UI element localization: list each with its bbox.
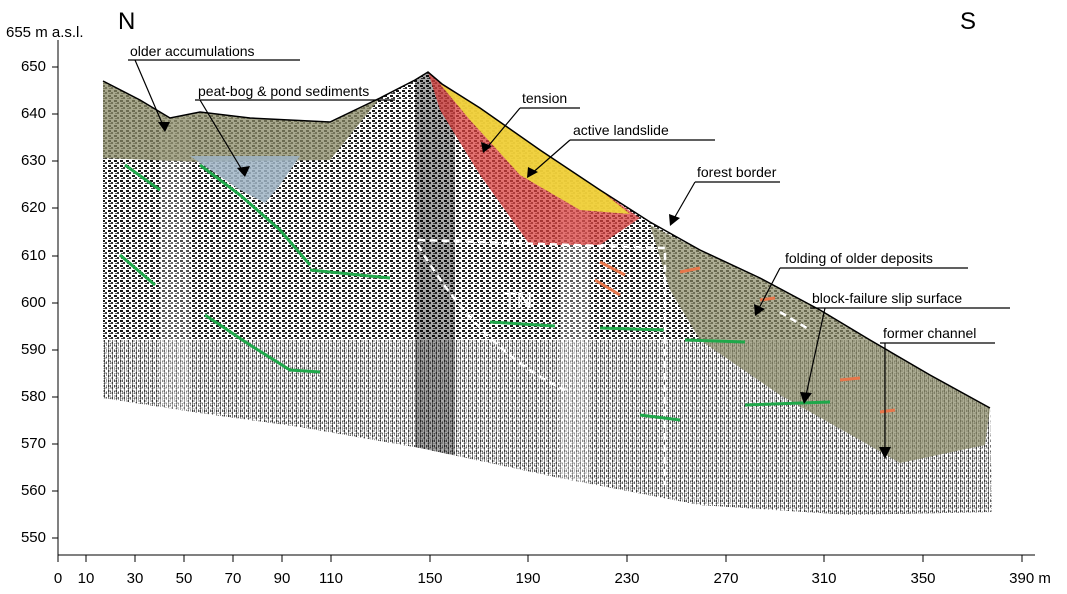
y-axis-top-label: 655 m a.s.l. xyxy=(6,24,84,41)
tension-label: tension xyxy=(522,90,568,106)
former-channel-label: former channel xyxy=(883,325,977,341)
y-tick-label: 580 xyxy=(20,388,46,405)
x-tick-label: 90 xyxy=(273,570,291,587)
x-tick-label: 110 xyxy=(319,570,343,587)
y-tick-label: 600 xyxy=(20,294,46,311)
x-tick-label: 10 xyxy=(77,570,95,587)
x-tick-label: 50 xyxy=(175,570,193,587)
folding-older-deposits-unit xyxy=(650,225,990,463)
y-tick-label: 570 xyxy=(20,435,46,452)
green-reflectors xyxy=(119,163,831,422)
tn-label: TN xyxy=(503,288,533,313)
annotation-leaders xyxy=(128,59,1010,455)
y-tick-label: 610 xyxy=(20,247,46,264)
x-tick-label: 350 xyxy=(910,570,936,587)
annotation-arrowheads xyxy=(158,122,891,459)
north-label: N xyxy=(118,8,136,35)
y-axis xyxy=(52,40,59,555)
forest-border-label: forest border xyxy=(697,164,777,180)
x-tick-label: 310 xyxy=(811,570,837,587)
x-tick-label: 270 xyxy=(713,570,739,587)
tn-block-outline xyxy=(416,238,811,485)
older-accumulations-label: older accumulations xyxy=(130,43,255,59)
block-failure-label: block-failure slip surface xyxy=(812,290,963,306)
south-label: S xyxy=(960,8,977,35)
x-tick-label: 190 xyxy=(515,570,541,587)
x-tick-label: 30 xyxy=(126,570,144,587)
y-tick-label: 560 xyxy=(20,482,46,499)
y-tick-label: 650 xyxy=(20,58,46,75)
x-tick-label: 0 xyxy=(53,570,63,587)
x-tick-label: 70 xyxy=(224,570,242,587)
peat-bog-unit xyxy=(190,156,300,203)
peat-bog-label: peat-bog & pond sediments xyxy=(198,83,370,99)
orange-marks xyxy=(594,260,896,414)
x-tick-label: 150 xyxy=(417,570,443,587)
y-tick-label: 590 xyxy=(20,341,46,358)
x-tick-label: 230 xyxy=(614,570,640,587)
y-tick-label: 630 xyxy=(20,152,46,169)
y-tick-label: 550 xyxy=(20,529,46,546)
x-tick-label: 390 m xyxy=(1009,570,1051,587)
active-landslide-unit xyxy=(440,84,630,214)
active-landslide-label: active landslide xyxy=(573,122,669,138)
y-tick-label: 640 xyxy=(20,105,46,122)
y-tick-label: 620 xyxy=(20,199,46,216)
older-accumulations-unit xyxy=(103,81,380,162)
folding-label: folding of older deposits xyxy=(785,250,933,266)
x-axis xyxy=(57,554,1035,562)
